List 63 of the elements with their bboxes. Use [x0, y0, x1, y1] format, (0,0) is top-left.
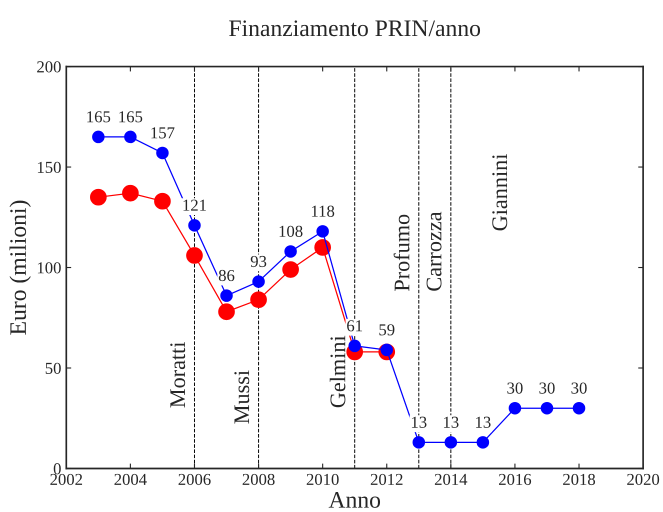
point — [508, 402, 522, 414]
ref-line-label: Profumo — [394, 214, 410, 291]
y-tick-label: 200 — [37, 61, 61, 73]
point — [90, 188, 107, 206]
point — [572, 402, 586, 414]
point — [476, 436, 490, 449]
point — [156, 146, 169, 160]
y-tick-label: 150 — [38, 162, 61, 173]
data-label: 165 — [87, 111, 110, 122]
point — [124, 130, 137, 144]
x-axis-title: Anno — [328, 492, 380, 508]
ref-line-label: Carrozza — [426, 212, 442, 291]
point — [220, 289, 233, 302]
data-label: 157 — [151, 127, 174, 138]
x-tick-label: 2018 — [563, 474, 596, 486]
point — [284, 245, 297, 258]
x-tick-label: 2012 — [370, 474, 402, 486]
x-tick-label: 2008 — [242, 474, 275, 486]
x-tick-label: 2010 — [306, 474, 339, 486]
point — [122, 184, 139, 202]
ref-line-label: Gelmini — [330, 336, 346, 408]
data-label: 30 — [571, 382, 587, 394]
point — [412, 436, 426, 449]
point — [252, 275, 265, 288]
data-label: 118 — [312, 206, 334, 217]
y-tick-label: 0 — [54, 463, 61, 474]
data-label: 13 — [412, 416, 426, 428]
point — [92, 130, 105, 144]
data-label: 30 — [539, 382, 555, 394]
data-label: 30 — [507, 382, 523, 394]
x-tick-label: 2016 — [498, 474, 532, 486]
point — [250, 291, 267, 308]
ref-line-label: Moratti — [170, 342, 186, 408]
point — [540, 402, 554, 414]
data-label: 59 — [379, 324, 394, 336]
point — [316, 225, 329, 238]
x-tick-label: 2006 — [178, 474, 211, 486]
y-axis-title: Euro (milioni) — [9, 200, 31, 335]
chart-title: Finanziamento PRIN/anno — [229, 20, 480, 36]
point — [186, 247, 203, 264]
ref-line-label: Mussi — [234, 370, 250, 424]
x-tick-label: 2004 — [114, 474, 147, 486]
data-label: 108 — [280, 226, 302, 237]
point — [314, 239, 331, 256]
x-tick-label: 2002 — [50, 474, 82, 486]
x-tick-label: 2020 — [627, 474, 660, 486]
data-label: 86 — [218, 270, 234, 282]
y-tick-label: 100 — [38, 262, 61, 274]
point — [282, 261, 299, 278]
point — [444, 436, 458, 449]
point — [188, 219, 201, 232]
y-tick-label: 50 — [46, 362, 61, 374]
x-tick-label: 2014 — [434, 474, 468, 486]
annotation: Giannini — [492, 154, 508, 230]
data-label: 93 — [250, 256, 266, 268]
data-label: 165 — [119, 111, 142, 122]
data-label: 121 — [183, 200, 206, 211]
data-label: 13 — [476, 416, 491, 428]
data-label: 13 — [444, 416, 459, 428]
point — [154, 192, 171, 210]
data-label: 61 — [347, 320, 362, 332]
point — [218, 303, 235, 320]
point — [348, 340, 361, 352]
